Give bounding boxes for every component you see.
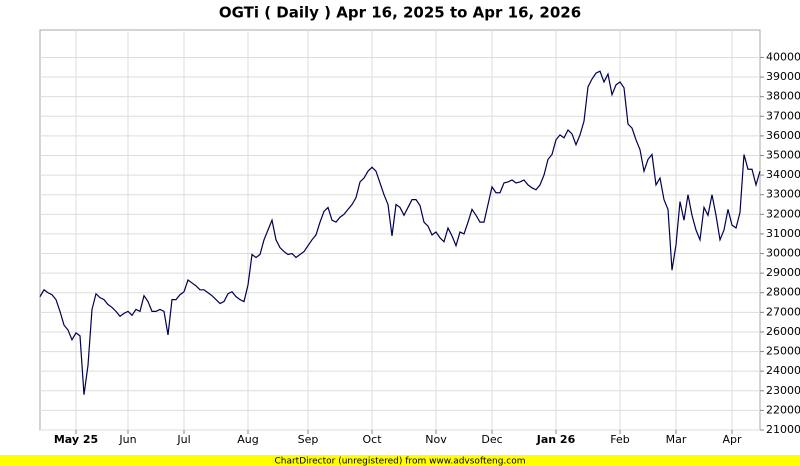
price-line <box>39 70 761 395</box>
plot-area <box>39 29 761 431</box>
y-tick-label: 31000 <box>766 227 800 240</box>
x-tick-label: Nov <box>425 433 447 446</box>
y-tick-label: 35000 <box>766 148 800 161</box>
y-tick-label: 32000 <box>766 207 800 220</box>
y-tick-label: 27000 <box>766 305 800 318</box>
x-tick-label: Jul <box>176 433 190 446</box>
y-tick-label: 28000 <box>766 286 800 299</box>
marks <box>39 70 761 395</box>
y-tick-label: 29000 <box>766 266 800 279</box>
x-tick-label: Mar <box>666 433 687 446</box>
y-tick-label: 38000 <box>766 90 800 103</box>
y-tick-label: 25000 <box>766 345 800 358</box>
chart-title: OGTi ( Daily ) Apr 16, 2025 to Apr 16, 2… <box>219 4 581 22</box>
y-tick-label: 39000 <box>766 70 800 83</box>
x-tick-label: Dec <box>481 433 502 446</box>
x-tick-label: Feb <box>610 433 629 446</box>
x-tick-label: May 25 <box>54 433 98 446</box>
x-tick-label: Oct <box>362 433 382 446</box>
x-tick-label: Aug <box>237 433 258 446</box>
y-tick-label: 23000 <box>766 384 800 397</box>
x-tick-label: Sep <box>298 433 319 446</box>
y-tick-label: 30000 <box>766 247 800 260</box>
y-tick-label: 37000 <box>766 109 800 122</box>
footer-text: ChartDirector (unregistered) from www.ad… <box>274 457 525 466</box>
grid <box>40 30 764 434</box>
footer-bar <box>0 455 800 466</box>
y-tick-label: 34000 <box>766 168 800 181</box>
y-tick-label: 26000 <box>766 325 800 338</box>
x-tick-label: Apr <box>722 433 742 446</box>
y-tick-label: 22000 <box>766 403 800 416</box>
y-tick-label: 40000 <box>766 50 800 63</box>
y-tick-label: 21000 <box>766 423 800 436</box>
y-tick-label: 33000 <box>766 188 800 201</box>
x-tick-label: Jan 26 <box>536 433 576 446</box>
y-tick-label: 36000 <box>766 129 800 142</box>
x-tick-label: Jun <box>118 433 136 446</box>
y-tick-label: 24000 <box>766 364 800 377</box>
